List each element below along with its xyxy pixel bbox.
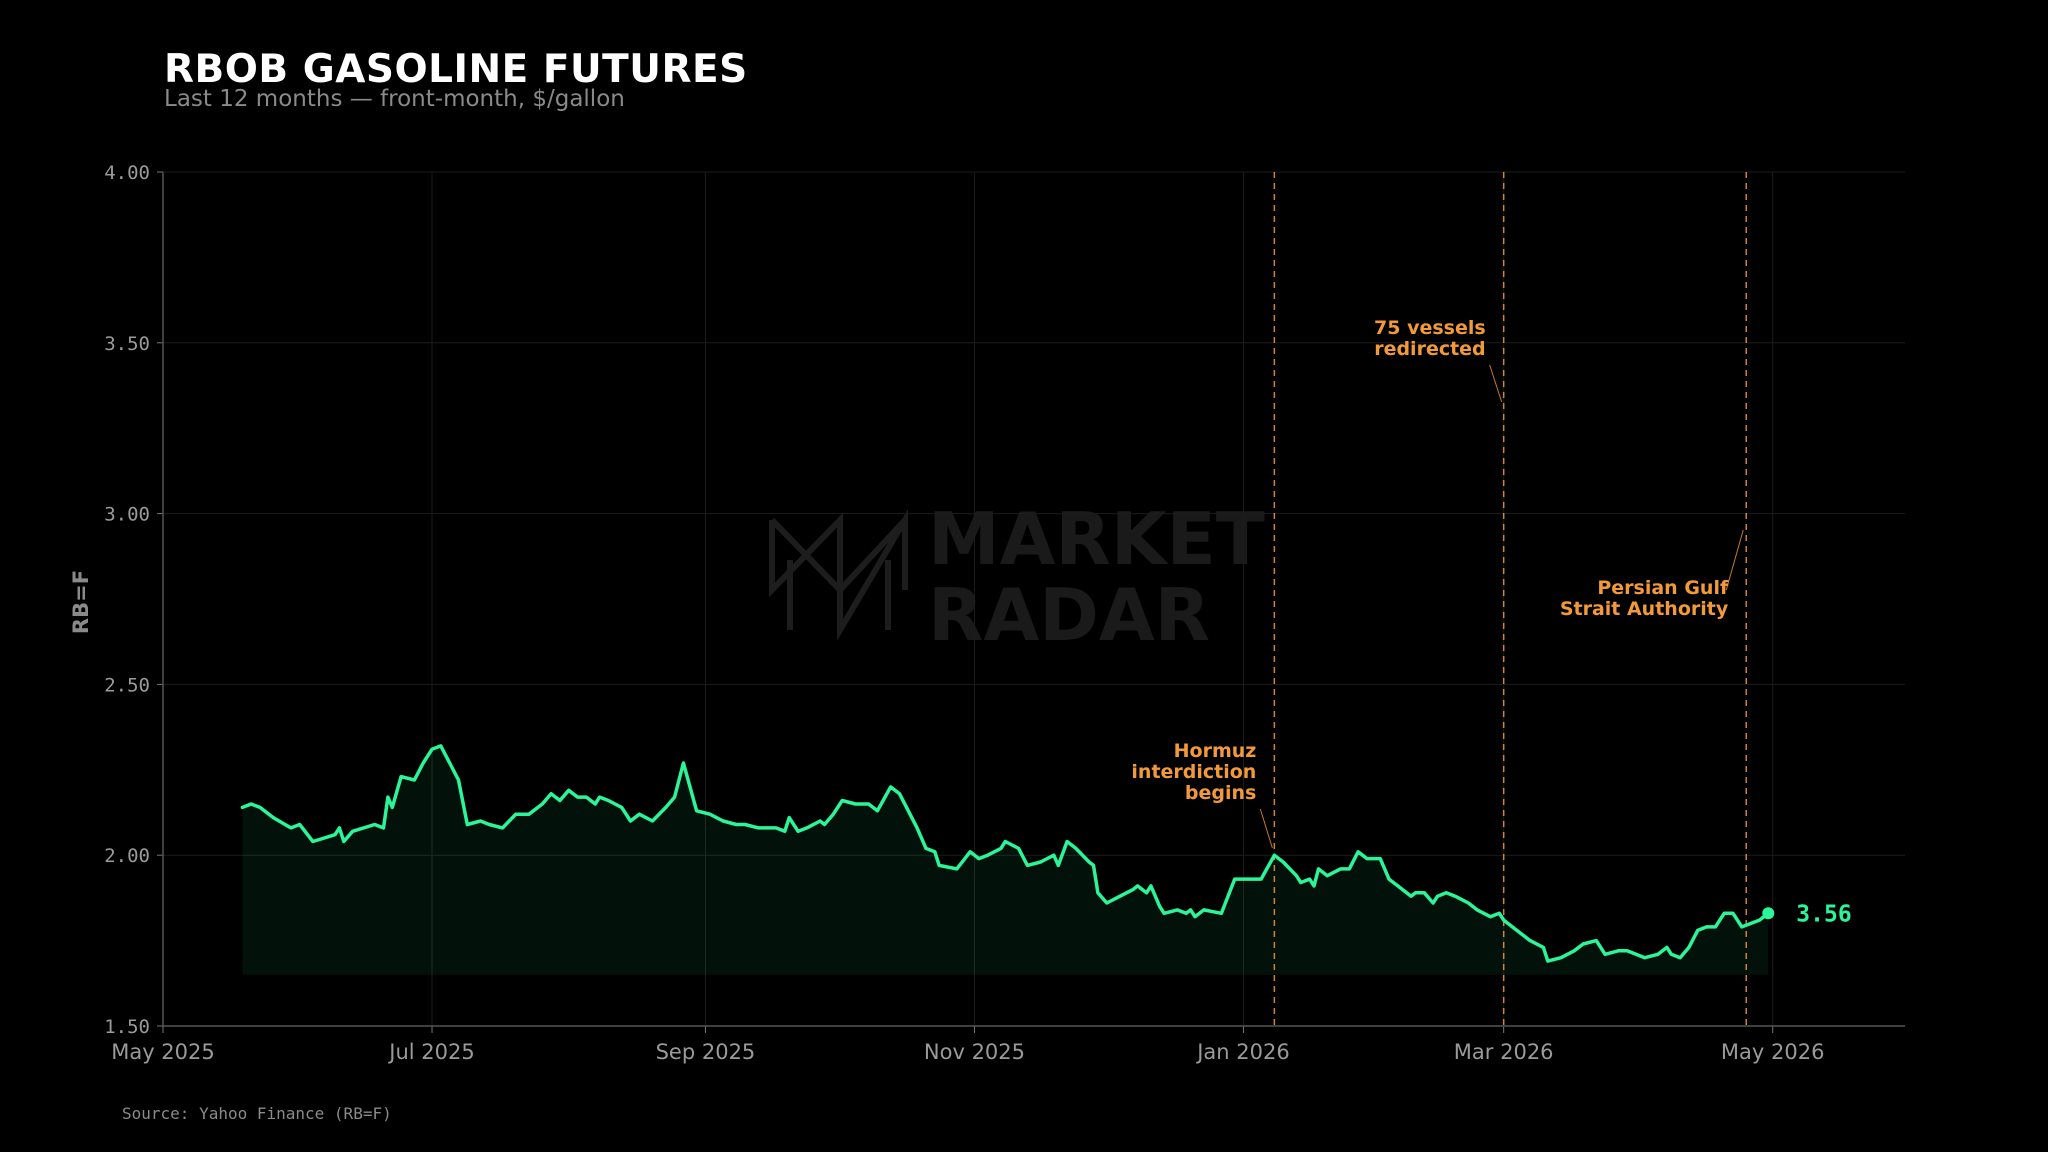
market-radar-logo-icon — [769, 509, 908, 641]
watermark-line2: RADAR — [928, 573, 1210, 657]
annotation-leader — [1489, 364, 1503, 403]
y-tick-label: 3.00 — [104, 504, 150, 526]
x-tick-label: Nov 2025 — [924, 1040, 1025, 1064]
series-area — [242, 745, 1769, 975]
x-tick-label: Jan 2026 — [1195, 1040, 1290, 1064]
watermark-line1: MARKET — [928, 497, 1265, 581]
y-axis-label: RB=F — [69, 570, 93, 634]
y-tick-label: 2.50 — [104, 674, 150, 696]
annotation-label: Hormuz — [1174, 740, 1257, 762]
y-tick-label: 3.50 — [104, 333, 150, 355]
chart-title: RBOB GASOLINE FUTURES — [164, 47, 748, 92]
y-tick-label: 4.00 — [104, 162, 150, 184]
grid — [162, 171, 1905, 1027]
series-line — [240, 744, 1771, 963]
annotation-leader — [1259, 808, 1273, 849]
axes — [157, 171, 1905, 1033]
annotation-label: Persian Gulf — [1597, 577, 1729, 599]
line-layer: 3.56 — [240, 744, 1852, 963]
annotation-label: interdiction — [1131, 761, 1256, 783]
x-tick-label: May 2025 — [111, 1040, 215, 1064]
annotation-label: Strait Authority — [1560, 598, 1729, 620]
annotation-label: 75 vessels — [1374, 317, 1486, 339]
chart-subtitle: Last 12 months — front-month, $/gallon — [164, 86, 625, 112]
source-note: Source: Yahoo Finance (RB=F) — [122, 1104, 392, 1123]
x-tick-label: May 2026 — [1721, 1040, 1825, 1064]
annotation-label: redirected — [1374, 338, 1485, 360]
area-layer — [242, 745, 1769, 975]
x-tick-label: Jul 2025 — [387, 1040, 474, 1064]
x-tick-label: Mar 2026 — [1454, 1040, 1554, 1064]
last-point — [1762, 907, 1775, 920]
annotation-leader — [1725, 529, 1744, 591]
watermark: MARKET RADAR — [769, 497, 1265, 657]
y-tick-label: 1.50 — [104, 1016, 150, 1038]
y-tick-label: 2.00 — [104, 845, 150, 867]
annotation-label: begins — [1185, 782, 1256, 804]
x-tick-label: Sep 2025 — [656, 1040, 756, 1064]
last-value-label: 3.56 — [1796, 901, 1851, 927]
